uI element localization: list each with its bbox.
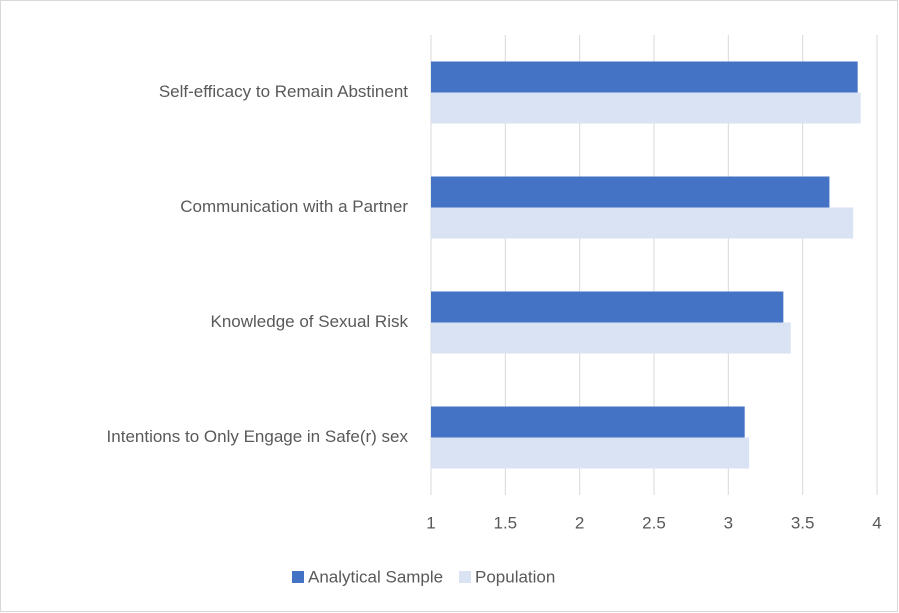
bar (431, 291, 784, 323)
bar (431, 207, 854, 239)
x-tick-label: 3 (724, 513, 733, 532)
x-tick-label: 3.5 (791, 513, 815, 532)
x-tick-label: 2.5 (642, 513, 666, 532)
y-tick-label: Self-efficacy to Remain Abstinent (159, 82, 408, 101)
x-tick-label: 2 (575, 513, 584, 532)
bar (431, 437, 750, 469)
x-tick-label: 4 (872, 513, 881, 532)
y-tick-label: Communication with a Partner (180, 197, 408, 216)
legend-swatch (292, 571, 304, 583)
x-tick-label: 1.5 (494, 513, 518, 532)
legend-label: Population (475, 567, 555, 586)
bar (431, 176, 830, 208)
legend-swatch (459, 571, 471, 583)
x-tick-label: 1 (426, 513, 435, 532)
bar (431, 322, 791, 354)
y-tick-label: Intentions to Only Engage in Safe(r) sex (107, 427, 409, 446)
bar (431, 92, 861, 124)
y-tick-label: Knowledge of Sexual Risk (210, 312, 408, 331)
legend-label: Analytical Sample (308, 567, 443, 586)
bar (431, 406, 745, 438)
bar (431, 61, 858, 93)
